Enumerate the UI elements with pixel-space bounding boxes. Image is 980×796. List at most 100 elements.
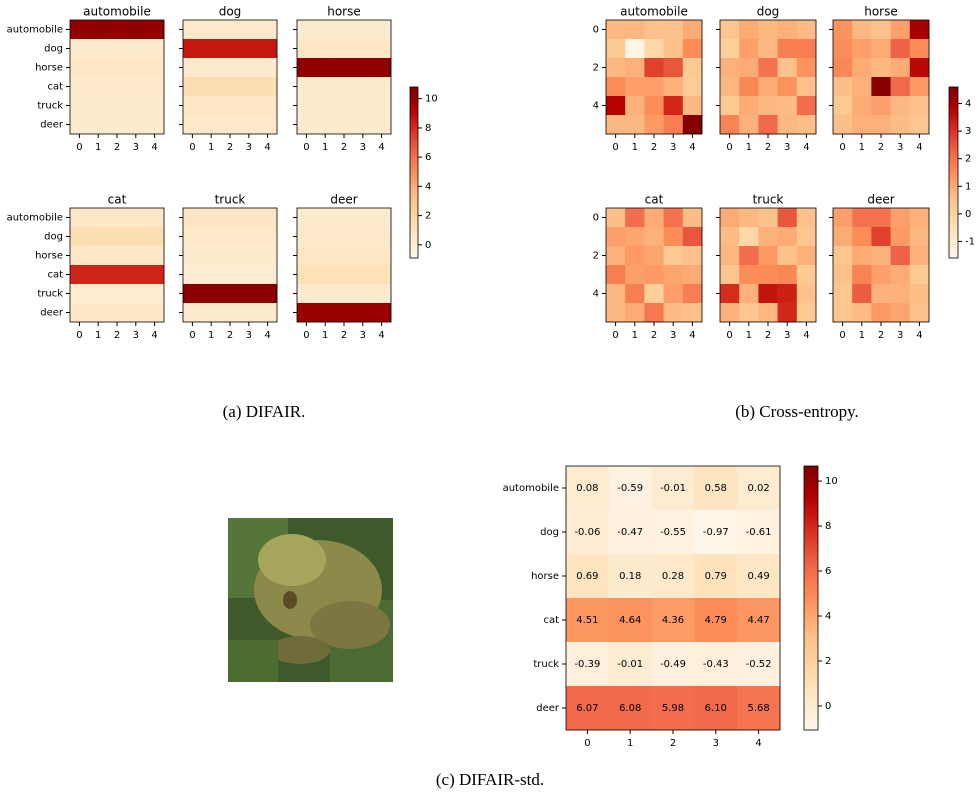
heatmap-cell — [372, 58, 391, 77]
heatmap-cell — [644, 284, 664, 303]
x-tick-label: 0 — [189, 142, 195, 153]
colorbar-tick-label: 8 — [825, 521, 831, 532]
heatmap-cell — [871, 265, 891, 284]
heatmap-cell — [891, 96, 911, 115]
heatmap-cell — [683, 284, 703, 303]
y-tick-label: truck — [533, 659, 559, 670]
heatmap-cell — [683, 246, 703, 265]
heatmap-cell — [664, 77, 684, 96]
heatmap-cell — [202, 20, 221, 39]
heatmap-cell — [183, 208, 202, 227]
heatmap-cell — [720, 58, 740, 77]
x-tick-label: 1 — [208, 142, 214, 153]
heatmap-cell — [297, 208, 316, 227]
heatmap-cell — [316, 77, 335, 96]
heatmap-cell — [145, 303, 164, 322]
y-tick-label: dog — [44, 232, 63, 243]
panel-title: dog — [219, 5, 242, 19]
heatmap-cell — [126, 96, 145, 115]
cell-label: 0.79 — [705, 571, 727, 582]
heatmap-cell — [720, 208, 740, 227]
cell-label: 4.79 — [705, 615, 727, 626]
heatmap-cell — [372, 303, 391, 322]
heatmap-cell — [871, 208, 891, 227]
heatmap-cell — [644, 77, 664, 96]
cell-label: 0.69 — [576, 571, 598, 582]
heatmap-cell — [910, 303, 930, 322]
y-tick-label: deer — [40, 120, 64, 131]
heatmap-cell — [297, 115, 316, 134]
y-tick-label: horse — [35, 63, 63, 74]
heatmap-cell — [625, 303, 645, 322]
heatmap-cell — [739, 265, 759, 284]
panel-title: deer — [867, 193, 894, 207]
x-tick-label: 2 — [114, 142, 120, 153]
heatmap-cell — [644, 227, 664, 246]
heatmap-cell — [353, 227, 372, 246]
x-tick-label: 2 — [765, 330, 771, 341]
heatmap-cell — [145, 39, 164, 58]
heatmap-cell — [126, 284, 145, 303]
heatmap-cell — [891, 208, 911, 227]
heatmap-cell — [202, 58, 221, 77]
heatmap-cell — [797, 284, 817, 303]
heatmap-cell — [910, 96, 930, 115]
heatmap-cell — [683, 265, 703, 284]
heatmap-cell — [871, 227, 891, 246]
heatmap-cell — [644, 58, 664, 77]
heatmap-cell — [852, 227, 872, 246]
heatmap-cell — [606, 20, 626, 39]
x-tick-label: 2 — [227, 330, 233, 341]
x-tick-label: 3 — [897, 142, 903, 153]
heatmap-cell — [644, 39, 664, 58]
heatmap-cell — [871, 58, 891, 77]
heatmap-cell — [758, 303, 778, 322]
x-tick-label: 2 — [651, 142, 657, 153]
heatmap-cell — [833, 208, 853, 227]
heatmap-cell — [108, 96, 127, 115]
heatmap-cell — [797, 115, 817, 134]
heatmap-cell — [372, 227, 391, 246]
heatmap-cell — [202, 77, 221, 96]
heatmap-cell — [70, 303, 89, 322]
colorbar-tick-label: 4 — [965, 99, 971, 110]
heatmap-cell — [833, 246, 853, 265]
heatmap-cell — [258, 96, 277, 115]
heatmap-cell — [335, 96, 354, 115]
heatmap-cell — [70, 208, 89, 227]
heatmap-cell — [70, 284, 89, 303]
panel-title: automobile — [620, 5, 688, 19]
heatmap-cell — [664, 265, 684, 284]
heatmap-cell — [720, 39, 740, 58]
x-tick-label: 0 — [303, 142, 309, 153]
heatmap-cell — [758, 77, 778, 96]
cell-label: 4.64 — [619, 615, 641, 626]
heatmap-cell — [335, 115, 354, 134]
x-tick-label: 1 — [322, 330, 328, 341]
heatmap-cell — [335, 58, 354, 77]
heatmap-cell — [258, 39, 277, 58]
cell-label: -0.59 — [617, 483, 643, 494]
heatmap-cell — [239, 96, 258, 115]
heatmap-cell — [353, 303, 372, 322]
cell-label: -0.61 — [746, 527, 772, 538]
x-tick-label: 2 — [878, 330, 884, 341]
heatmap-cell — [833, 77, 853, 96]
heatmap-cell — [833, 284, 853, 303]
heatmap-cell — [183, 246, 202, 265]
heatmap-cell — [297, 284, 316, 303]
heatmap-cell — [910, 227, 930, 246]
heatmap-cell — [758, 20, 778, 39]
heatmap-cell — [644, 303, 664, 322]
heatmap-cell — [183, 96, 202, 115]
heatmap-cell — [720, 96, 740, 115]
heatmap-cell — [89, 77, 108, 96]
heatmap-cell — [683, 227, 703, 246]
heatmap-cell — [683, 58, 703, 77]
caption: (a) DIFAIR. — [223, 402, 306, 421]
heatmap-cell — [258, 303, 277, 322]
cell-label: 0.58 — [705, 483, 727, 494]
heatmap-cell — [353, 20, 372, 39]
heatmap-cell — [89, 39, 108, 58]
heatmap-cell — [778, 96, 798, 115]
